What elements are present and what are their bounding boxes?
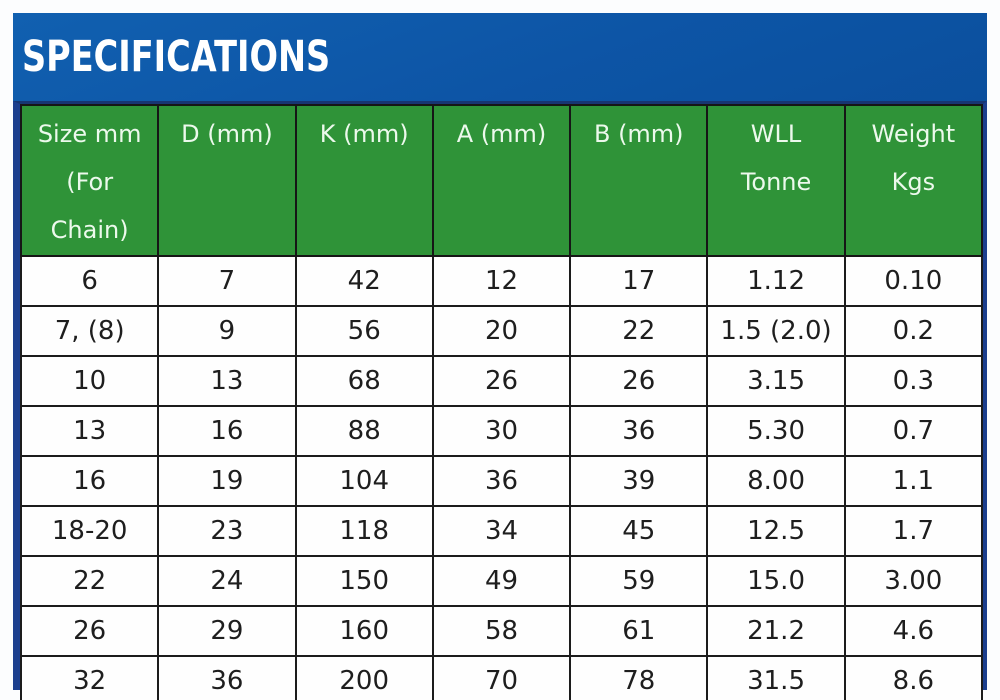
table-cell: 0.7 (843, 405, 984, 457)
table-cell: 9 (157, 305, 297, 357)
table-row: 16 19 104 36 39 8.00 1.1 (19, 455, 984, 507)
column-header-line: Chain) (50, 216, 129, 244)
table-cell: 26 (569, 355, 709, 407)
table-cell: 200 (294, 655, 434, 700)
column-header-line: D (mm) (181, 120, 273, 148)
table-cell: 1.1 (843, 455, 984, 507)
table-cell: 29 (157, 605, 297, 657)
column-header: B (mm) (569, 104, 709, 257)
table-cell: 26 (19, 605, 160, 657)
table-cell: 1.5 (2.0) (706, 305, 846, 357)
table-cell: 31.5 (706, 655, 846, 700)
table-cell: 8.6 (843, 655, 984, 700)
table-cell: 42 (294, 255, 434, 307)
table-cell: 24 (157, 555, 297, 607)
table-cell: 45 (569, 505, 709, 557)
table-cell: 118 (294, 505, 434, 557)
table-cell: 7 (157, 255, 297, 307)
column-header-line: Weight (871, 120, 956, 148)
table-row: 22 24 150 49 59 15.0 3.00 (19, 555, 984, 607)
table-row: 7, (8) 9 56 20 22 1.5 (2.0) 0.2 (19, 305, 984, 357)
column-header-line: K (mm) (319, 120, 409, 148)
table-cell: 88 (294, 405, 434, 457)
table-cell: 104 (294, 455, 434, 507)
table-cell: 12 (431, 255, 572, 307)
table-cell: 19 (157, 455, 297, 507)
column-header: Size mm (For Chain) (19, 104, 160, 257)
table-cell: 7, (8) (19, 305, 160, 357)
table-row: 6 7 42 12 17 1.12 0.10 (19, 255, 984, 307)
table-cell: 18-20 (19, 505, 160, 557)
table-row: 32 36 200 70 78 31.5 8.6 (19, 655, 984, 700)
table-cell: 36 (431, 455, 572, 507)
table-cell: 13 (19, 405, 160, 457)
table-cell: 13 (157, 355, 297, 407)
table-cell: 78 (569, 655, 709, 700)
column-header: K (mm) (294, 104, 434, 257)
table-cell: 3.00 (843, 555, 984, 607)
table-cell: 59 (569, 555, 709, 607)
table-cell: 61 (569, 605, 709, 657)
table-cell: 6 (19, 255, 160, 307)
table-cell: 5.30 (706, 405, 846, 457)
table-cell: 23 (157, 505, 297, 557)
table-cell: 36 (569, 405, 709, 457)
table-row: 26 29 160 58 61 21.2 4.6 (19, 605, 984, 657)
column-header-line: B (mm) (593, 120, 684, 148)
table-cell: 39 (569, 455, 709, 507)
table-cell: 22 (569, 305, 709, 357)
column-header: A (mm) (431, 104, 572, 257)
table-head: Size mm (For Chain) D (mm) K (mm) A (mm) B (mm… (19, 104, 984, 257)
table-row: 10 13 68 26 26 3.15 0.3 (19, 355, 984, 407)
table-cell: 15.0 (706, 555, 846, 607)
table-cell: 32 (19, 655, 160, 700)
column-header-line: Size mm (37, 120, 142, 148)
table-cell: 0.2 (843, 305, 984, 357)
column-header-line: A (mm) (456, 120, 547, 148)
table-cell: 20 (431, 305, 572, 357)
table-cell: 16 (157, 405, 297, 457)
table-cell: 30 (431, 405, 572, 457)
table-cell: 0.3 (843, 355, 984, 407)
column-header-line: Kgs (891, 168, 936, 196)
column-header: WLL Tonne (706, 104, 846, 257)
table-cell: 8.00 (706, 455, 846, 507)
table-header-row: Size mm (For Chain) D (mm) K (mm) A (mm) B (mm… (19, 104, 984, 257)
table-cell: 49 (431, 555, 572, 607)
table-cell: 68 (294, 355, 434, 407)
table-row: 13 16 88 30 36 5.30 0.7 (19, 405, 984, 457)
table-cell: 26 (431, 355, 572, 407)
column-header: Weight Kgs (843, 104, 984, 257)
table-cell: 160 (294, 605, 434, 657)
table-row: 18-20 23 118 34 45 12.5 1.7 (19, 505, 984, 557)
table-cell: 12.5 (706, 505, 846, 557)
table-cell: 22 (19, 555, 160, 607)
table-cell: 70 (431, 655, 572, 700)
table-cell: 4.6 (843, 605, 984, 657)
table-cell: 150 (294, 555, 434, 607)
table-cell: 16 (19, 455, 160, 507)
table-cell: 0.10 (843, 255, 984, 307)
column-header-line: (For (66, 168, 114, 196)
table-cell: 17 (569, 255, 709, 307)
specifications-table: Size mm (For Chain) D (mm) K (mm) A (mm) B (mm… (19, 104, 984, 700)
table-cell: 10 (19, 355, 160, 407)
table-cell: 1.12 (706, 255, 846, 307)
table-cell: 36 (157, 655, 297, 700)
column-header-line: Tonne (740, 168, 812, 196)
page-title: SPECIFICATIONS (22, 32, 331, 82)
table-cell: 34 (431, 505, 572, 557)
table-cell: 1.7 (843, 505, 984, 557)
table-cell: 21.2 (706, 605, 846, 657)
table-cell: 3.15 (706, 355, 846, 407)
specifications-table-container: Size mm (For Chain) D (mm) K (mm) A (mm) B (mm… (13, 101, 987, 700)
column-header: D (mm) (157, 104, 297, 257)
column-header-line: WLL (750, 120, 802, 148)
table-cell: 58 (431, 605, 572, 657)
table-cell: 56 (294, 305, 434, 357)
table-body: 6 7 42 12 17 1.12 0.10 7, (8) 9 56 20 22 1.5 (2.0) 0.… (19, 255, 984, 700)
specifications-banner: SPECIFICATIONS (13, 13, 987, 101)
